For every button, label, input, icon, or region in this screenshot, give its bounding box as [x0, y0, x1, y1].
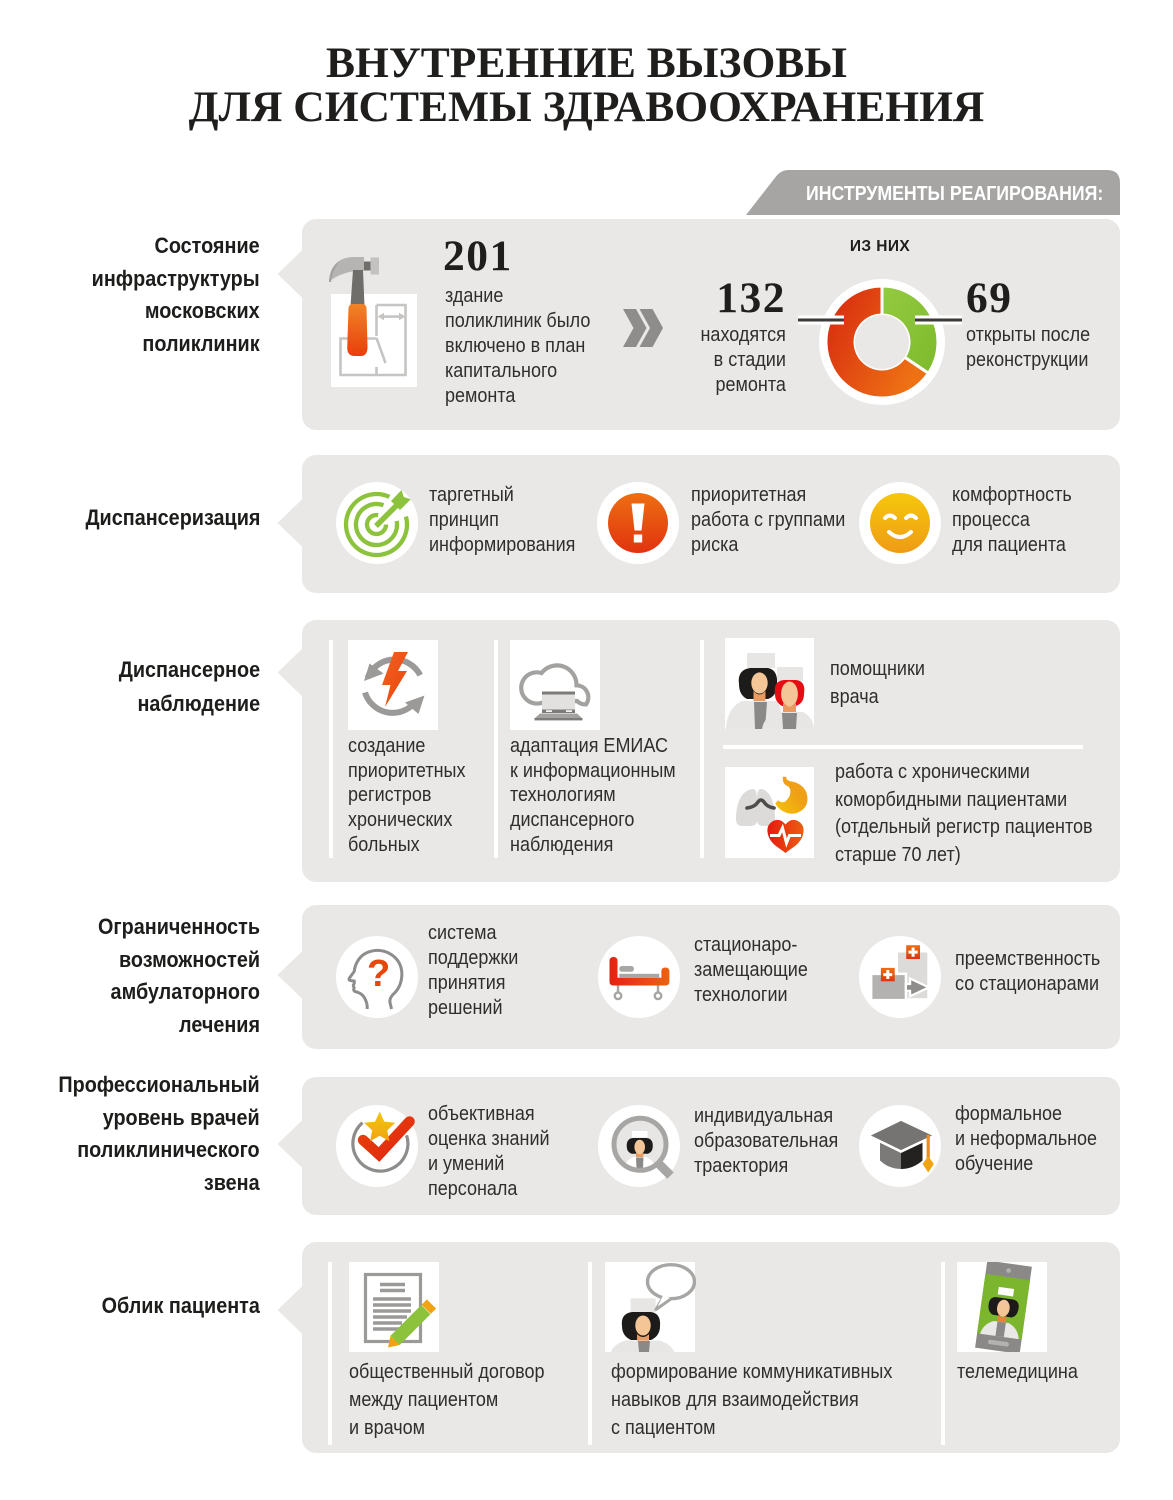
svg-text:?: ? [367, 953, 390, 995]
svg-text:ИНСТРУМЕНТЫ РЕАГИРОВАНИЯ:: ИНСТРУМЕНТЫ РЕАГИРОВАНИЯ: [806, 183, 1103, 205]
